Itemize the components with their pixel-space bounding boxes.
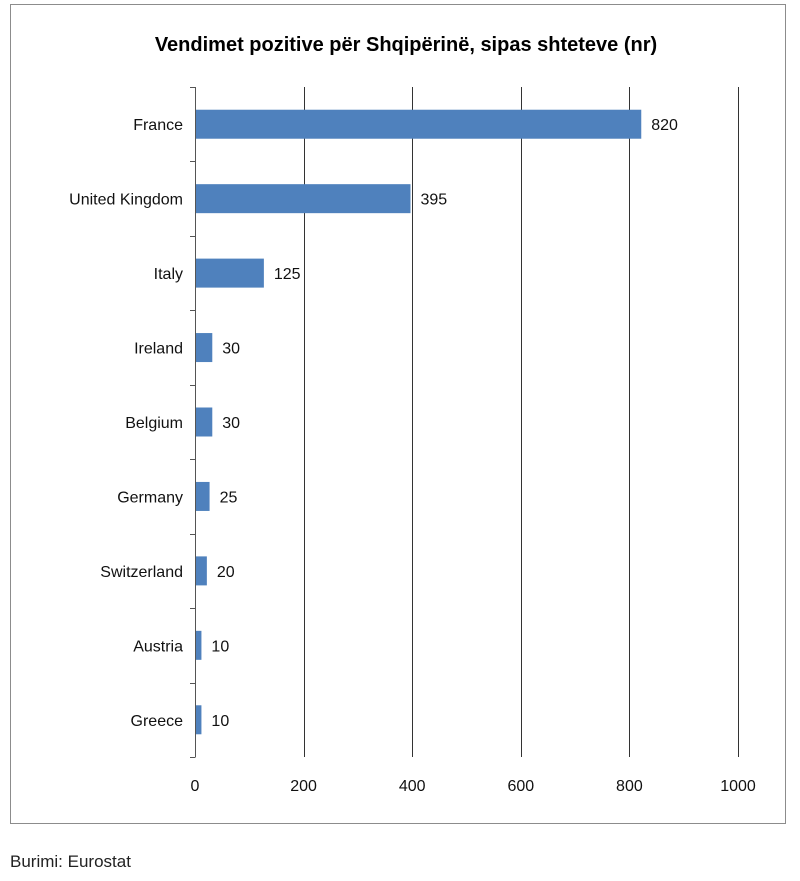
x-tick-label-1000: 1000 <box>720 778 756 795</box>
bar-switzerland <box>196 556 207 586</box>
bar-austria <box>196 630 202 660</box>
x-tick-label-600: 600 <box>507 778 534 795</box>
axes <box>190 87 196 758</box>
labels: 0 200 400 600 800 1000 France 820 United Kingdom… <box>69 117 756 795</box>
bar-ireland <box>196 333 213 363</box>
bar-germany <box>196 481 210 511</box>
chart-title: Vendimet pozitive për Shqipërinë, sipas … <box>155 34 657 56</box>
category-label-belgium: Belgium <box>125 415 183 432</box>
category-label-germany: Germany <box>117 489 183 506</box>
x-tick-label-200: 200 <box>290 778 317 795</box>
category-label-greece: Greece <box>131 713 184 730</box>
bar-chart: Vendimet pozitive për Shqipërinë, sipas … <box>69 34 756 795</box>
bar-italy <box>196 258 264 288</box>
bar-belgium <box>196 407 213 437</box>
data-label-greece: 10 <box>211 713 229 730</box>
bar-greece <box>196 705 202 735</box>
data-label-switzerland: 20 <box>217 564 235 581</box>
category-label-switzerland: Switzerland <box>100 564 183 581</box>
bars <box>196 109 642 735</box>
bar-united-kingdom <box>196 184 411 214</box>
bar-france <box>196 109 642 139</box>
data-label-italy: 125 <box>274 266 301 283</box>
category-label-austria: Austria <box>133 638 183 655</box>
data-label-france: 820 <box>651 117 678 134</box>
source-note: Burimi: Eurostat <box>10 852 131 871</box>
category-label-italy: Italy <box>154 266 183 283</box>
data-label-belgium: 30 <box>222 415 240 432</box>
x-tick-label-0: 0 <box>191 778 200 795</box>
category-label-france: France <box>133 117 183 134</box>
data-label-austria: 10 <box>211 638 229 655</box>
data-label-united-kingdom: 395 <box>420 192 447 209</box>
data-label-germany: 25 <box>220 489 238 506</box>
data-label-ireland: 30 <box>222 341 240 358</box>
x-tick-label-800: 800 <box>616 778 643 795</box>
x-tick-label-400: 400 <box>399 778 426 795</box>
chart-frame: Vendimet pozitive për Shqipërinë, sipas … <box>10 4 786 824</box>
category-label-ireland: Ireland <box>134 341 183 358</box>
category-label-united-kingdom: United Kingdom <box>69 192 183 209</box>
gridlines <box>304 87 739 757</box>
